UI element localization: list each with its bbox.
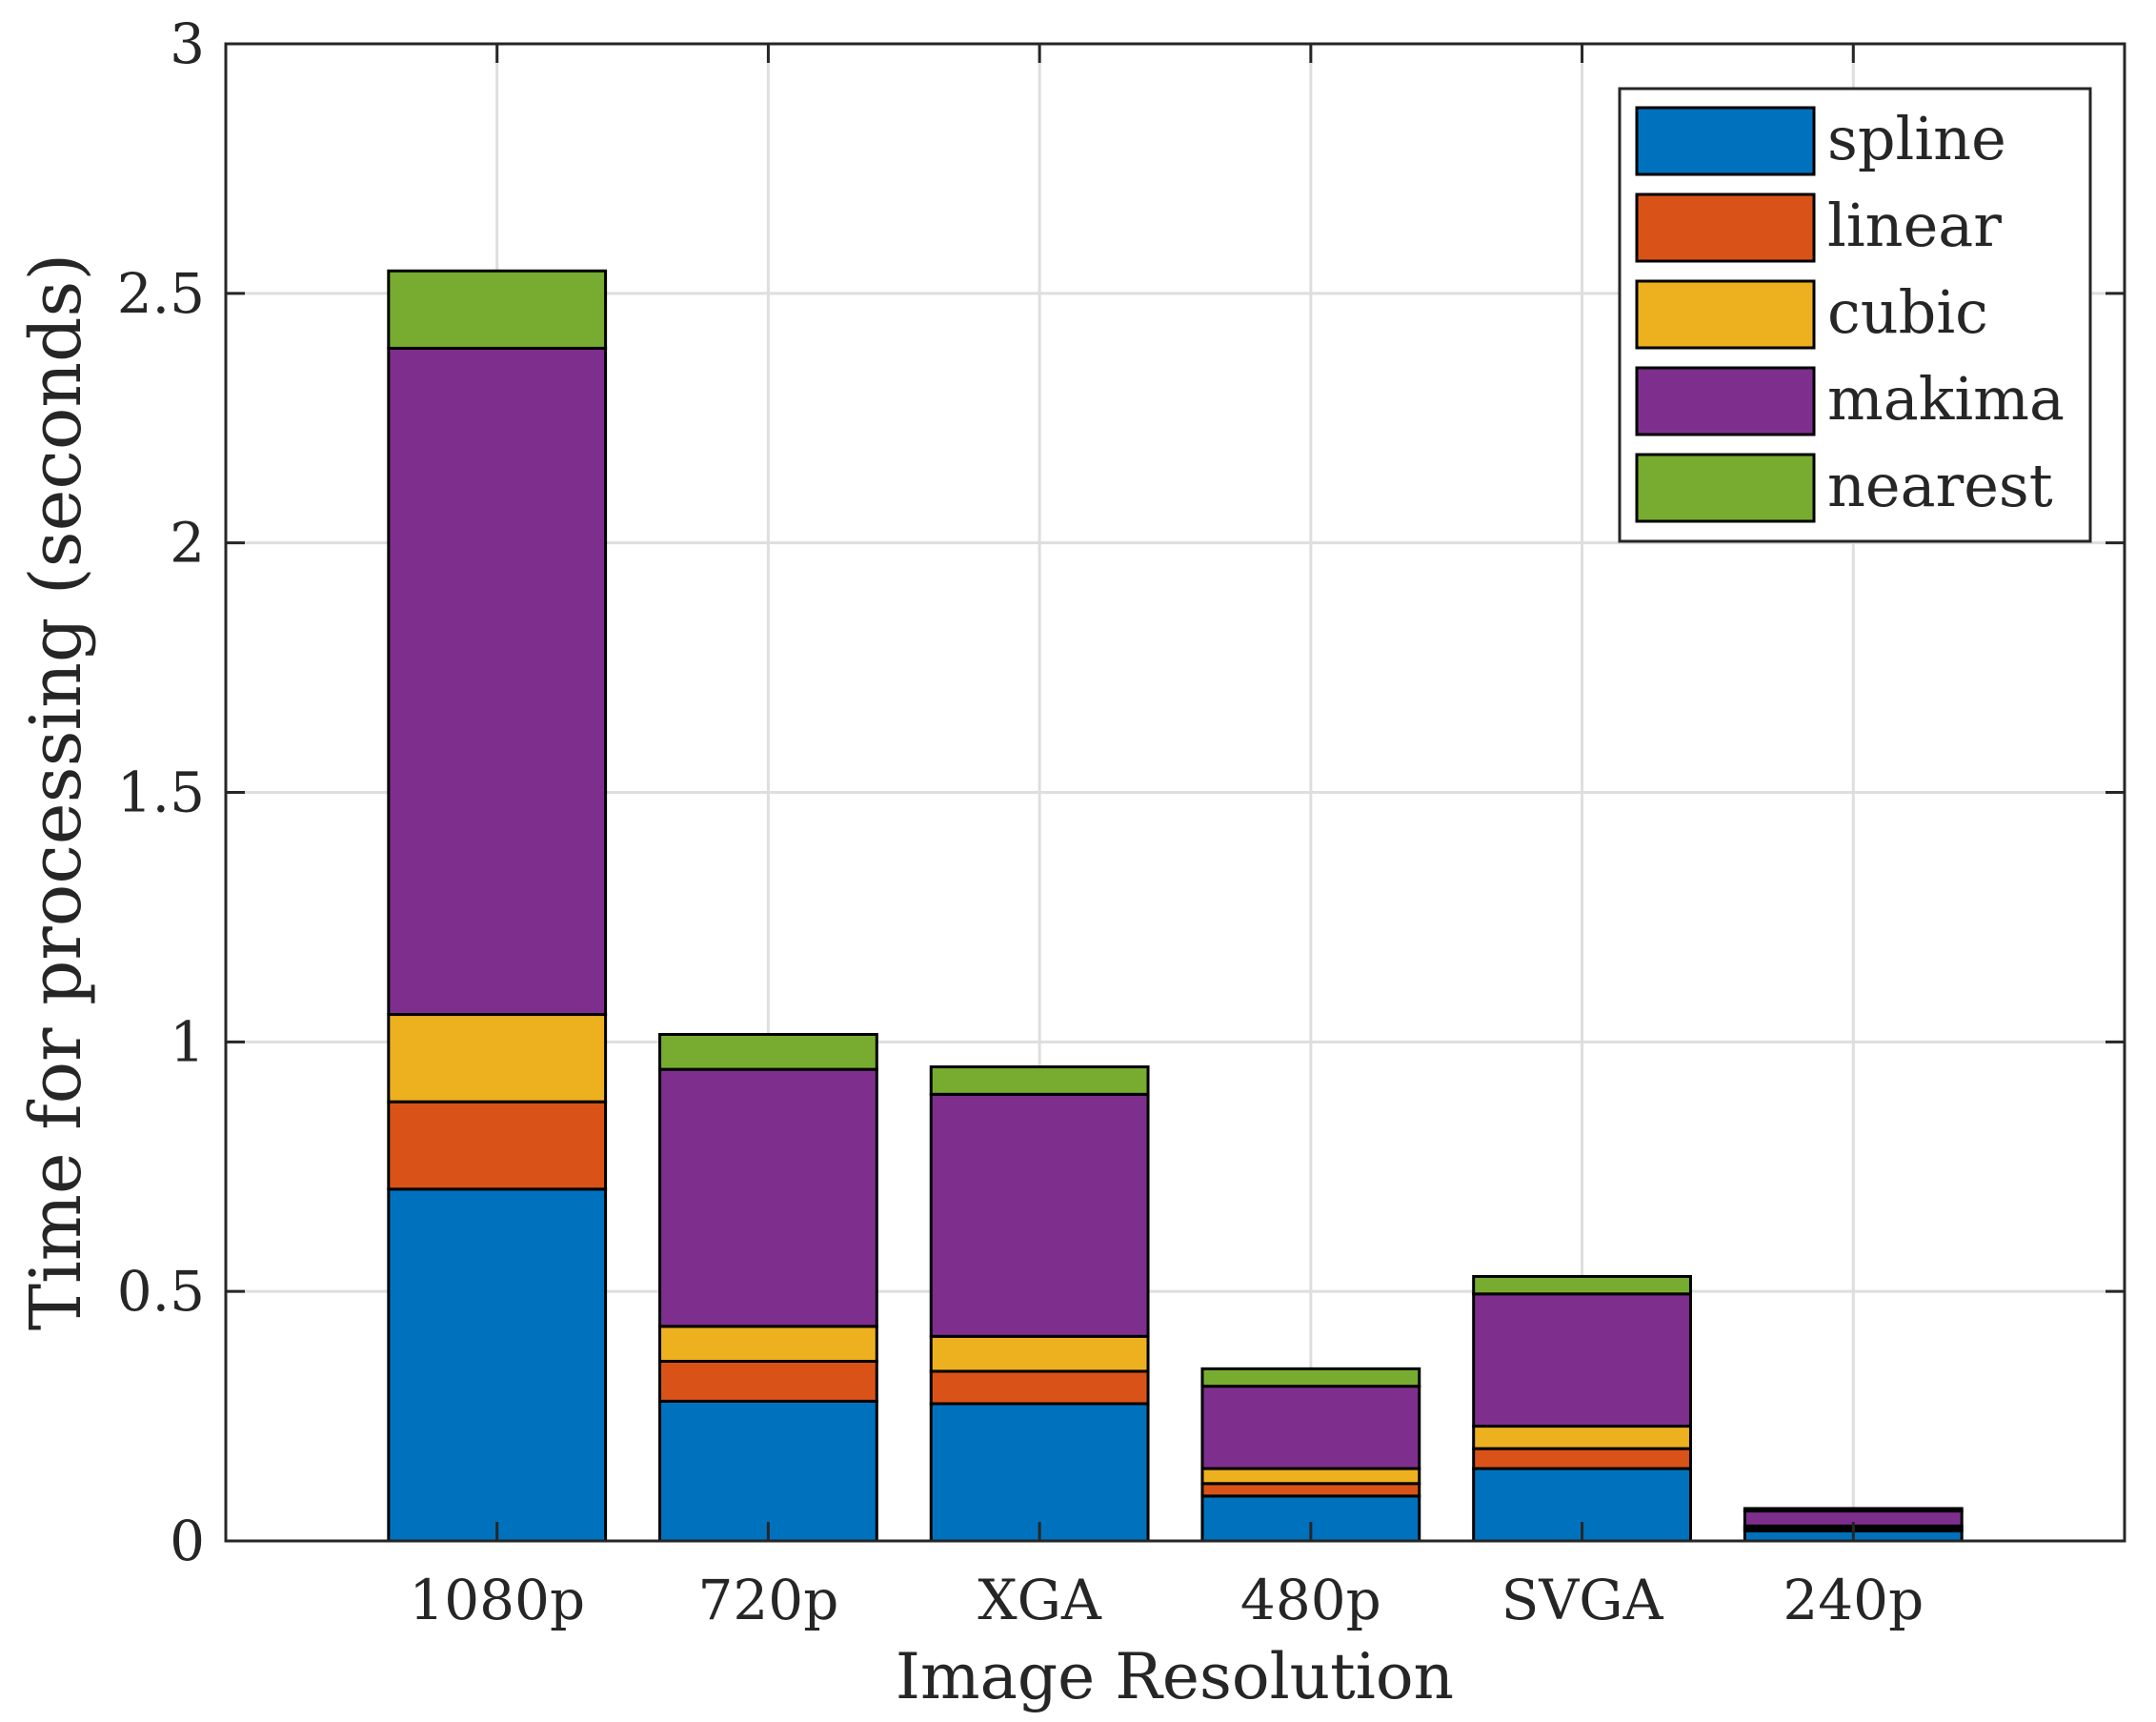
legend-label-cubic: cubic: [1827, 277, 1988, 347]
bar-segment-linear: [387, 1100, 608, 1191]
bar-segment-makima: [1200, 1385, 1421, 1470]
bar-segment-cubic: [1472, 1425, 1692, 1450]
bar-segment-makima: [658, 1067, 878, 1328]
bar-segment-nearest: [658, 1032, 878, 1071]
y-tick-label: 2.5: [117, 261, 205, 326]
bar-segment-makima: [1472, 1292, 1692, 1428]
bar-segment-spline: [658, 1399, 878, 1543]
x-tick-label: 720p: [698, 1568, 839, 1632]
bar-segment-nearest: [1472, 1274, 1692, 1296]
bar-segment-nearest: [1200, 1367, 1421, 1388]
legend: spline linear cubic makima nearest: [1618, 87, 2092, 543]
ticks-group: 0 0.5 1 1.5 2 2.5 3 1080p 720p XGA 480p SVGA 240p: [117, 11, 2125, 1632]
legend-swatch-linear: [1635, 192, 1816, 263]
bar-segment-spline: [387, 1187, 608, 1543]
bar-segment-nearest: [929, 1065, 1150, 1096]
x-tick-label: 240p: [1783, 1568, 1924, 1632]
bar-segment-cubic: [387, 1013, 608, 1104]
legend-label-spline: spline: [1827, 104, 2006, 173]
x-tick-label: SVGA: [1501, 1568, 1664, 1632]
legend-swatch-cubic: [1635, 279, 1816, 350]
legend-label-linear: linear: [1827, 191, 2002, 260]
y-tick-label: 0.5: [117, 1259, 205, 1324]
bar-segment-linear: [658, 1359, 878, 1403]
legend-label-nearest: nearest: [1827, 451, 2053, 520]
bar-segment-makima: [387, 346, 608, 1017]
legend-label-makima: makima: [1827, 364, 2065, 434]
legend-swatch-nearest: [1635, 453, 1816, 523]
bar-segment-cubic: [1200, 1467, 1421, 1486]
bar-segment-makima: [929, 1092, 1150, 1338]
bar-segment-cubic: [658, 1325, 878, 1363]
bar-segment-nearest: [387, 269, 608, 350]
x-tick-label: 1080p: [409, 1568, 585, 1632]
bar-segment-linear: [1200, 1482, 1421, 1498]
x-axis-label: Image Resolution: [896, 1640, 1454, 1713]
bar-segment-spline: [929, 1402, 1150, 1543]
y-axis-label: Time for processing (seconds): [15, 253, 97, 1331]
bar-segment-linear: [929, 1369, 1150, 1406]
y-tick-label: 2: [170, 511, 205, 576]
y-tick-label: 0: [170, 1509, 205, 1573]
y-tick-label: 1.5: [117, 760, 205, 825]
y-tick-label: 1: [170, 1009, 205, 1074]
y-tick-label: 3: [170, 11, 205, 76]
x-tick-label: 480p: [1240, 1568, 1381, 1632]
bar-segment-cubic: [929, 1334, 1150, 1373]
legend-swatch-spline: [1635, 106, 1816, 176]
bar-segment-linear: [1472, 1447, 1692, 1470]
x-tick-label: XGA: [977, 1568, 1102, 1632]
legend-swatch-makima: [1635, 366, 1816, 436]
bar-segment-nearest: [1743, 1507, 1964, 1513]
